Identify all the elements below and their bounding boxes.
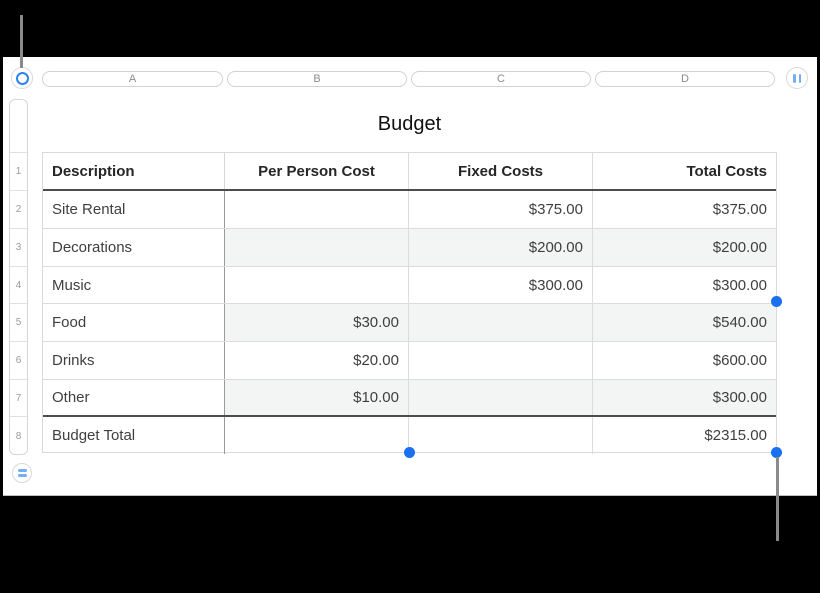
- row-header-1[interactable]: 1: [10, 153, 27, 191]
- cell-a8[interactable]: Budget Total: [43, 417, 225, 454]
- table-footer-row: Budget Total $2315.00: [43, 417, 776, 454]
- resize-handle-right[interactable]: [771, 296, 782, 307]
- table-row: Drinks $20.00 $600.00: [43, 342, 776, 380]
- column-header-c-label: C: [497, 73, 505, 85]
- row-number: 4: [15, 279, 22, 291]
- row-number-strip: 1 2 3 4 5 6 7 8: [9, 99, 28, 455]
- table-row: Decorations $200.00 $200.00: [43, 229, 776, 267]
- row-header-2[interactable]: 2: [10, 191, 27, 229]
- cell-b8[interactable]: [225, 417, 409, 454]
- row-header-8[interactable]: 8: [10, 417, 27, 456]
- cell-a2[interactable]: Site Rental: [43, 191, 225, 228]
- resize-handle-bottom[interactable]: [404, 447, 415, 458]
- column-header-b-label: B: [313, 73, 321, 85]
- header-cell-per-person-cost[interactable]: Per Person Cost: [225, 153, 409, 189]
- callout-line-top: [20, 15, 23, 68]
- column-header-d-label: D: [681, 73, 689, 85]
- cell-b6[interactable]: $20.00: [225, 342, 409, 379]
- row-number: 1: [15, 166, 22, 177]
- cell-c7[interactable]: [409, 380, 593, 415]
- cell-a3[interactable]: Decorations: [43, 229, 225, 266]
- column-header-a-label: A: [128, 73, 137, 85]
- cell-d4[interactable]: $300.00: [712, 276, 767, 294]
- add-column-icon: [793, 73, 801, 83]
- callout-line-bottom: [776, 457, 779, 541]
- cell-a5[interactable]: Food: [43, 304, 225, 341]
- row-header-3[interactable]: 3: [10, 229, 27, 267]
- select-table-button[interactable]: [11, 67, 33, 89]
- row-number: 7: [15, 392, 22, 404]
- select-table-ring-icon: [15, 71, 29, 85]
- cell-d8[interactable]: $2315.00: [704, 427, 767, 444]
- column-header-a[interactable]: A: [42, 71, 223, 87]
- cell-c3[interactable]: $200.00: [409, 229, 593, 266]
- add-column-button[interactable]: [786, 67, 808, 89]
- header-cell-description[interactable]: Description: [43, 153, 225, 189]
- row-header-7[interactable]: 7: [10, 380, 27, 417]
- cell-a7[interactable]: Other: [43, 380, 225, 415]
- table-title[interactable]: Budget: [377, 113, 442, 135]
- cell-c6[interactable]: [409, 342, 593, 379]
- sheet-canvas: A B C D 1 2 3 4 5 6 7 8 Budget Descripti…: [3, 57, 817, 496]
- cell-a6[interactable]: Drinks: [43, 342, 225, 379]
- column-header-b[interactable]: B: [227, 71, 407, 87]
- cell-d2[interactable]: $375.00: [712, 201, 767, 218]
- table-row: Other $10.00 $300.00: [43, 380, 776, 417]
- row-number: 6: [15, 355, 22, 366]
- cell-c2[interactable]: $375.00: [409, 191, 593, 228]
- add-row-button[interactable]: [12, 463, 32, 483]
- row-number: 5: [15, 317, 22, 328]
- add-row-icon: [17, 469, 27, 477]
- cell-b4[interactable]: [225, 267, 409, 303]
- cell-d5[interactable]: $540.00: [593, 304, 776, 341]
- column-header-c[interactable]: C: [411, 71, 591, 87]
- cell-c5[interactable]: [409, 304, 593, 341]
- row-number: 2: [15, 204, 22, 215]
- cell-d6[interactable]: $600.00: [712, 352, 767, 369]
- table-header-row: Description Per Person Cost Fixed Costs …: [43, 153, 776, 191]
- table-row: Food $30.00 $540.00: [43, 304, 776, 342]
- cell-a4[interactable]: Music: [43, 267, 225, 303]
- cell-b2[interactable]: [225, 191, 409, 228]
- cell-b5[interactable]: $30.00: [225, 304, 409, 341]
- header-cell-total-costs[interactable]: Total Costs: [686, 162, 767, 180]
- cell-b3[interactable]: [225, 229, 409, 266]
- cell-d3[interactable]: $200.00: [593, 229, 776, 266]
- cell-d7[interactable]: $300.00: [593, 380, 776, 415]
- row-header-4[interactable]: 4: [10, 267, 27, 304]
- cell-c4[interactable]: $300.00: [409, 267, 593, 303]
- row-number: 8: [15, 431, 22, 442]
- row-number: 3: [15, 242, 22, 253]
- table-row: Music $300.00 $300.00: [43, 267, 776, 304]
- header-cell-fixed-costs[interactable]: Fixed Costs: [409, 153, 593, 189]
- column-header-d[interactable]: D: [595, 71, 775, 87]
- cell-b7[interactable]: $10.00: [225, 380, 409, 415]
- cell-c8[interactable]: [409, 417, 593, 454]
- budget-table: Description Per Person Cost Fixed Costs …: [42, 152, 777, 454]
- resize-handle-corner[interactable]: [771, 447, 782, 458]
- row-header-title-segment[interactable]: [10, 100, 27, 153]
- table-row: Site Rental $375.00 $375.00: [43, 191, 776, 229]
- row-header-6[interactable]: 6: [10, 342, 27, 380]
- row-header-5[interactable]: 5: [10, 304, 27, 342]
